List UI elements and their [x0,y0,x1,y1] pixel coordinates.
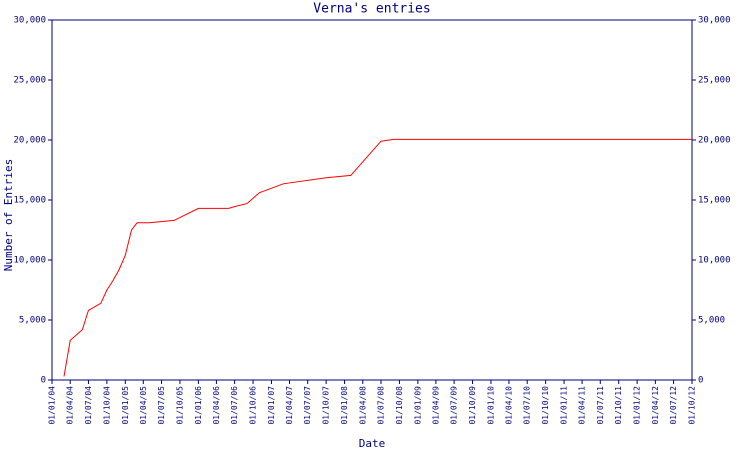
y2-tick-label: 10,000 [698,256,731,266]
x-tick-label: 01/01/12 [633,386,642,425]
y2-tick-label: 0 [698,376,703,386]
x-tick-label: 01/04/10 [504,386,513,425]
x-tick-label: 01/01/11 [560,386,569,425]
x-tick-label: 01/04/11 [578,386,587,425]
y-tick-label: 5,000 [19,316,46,326]
y2-tick-label: 5,000 [698,316,725,326]
y-tick-label: 15,000 [13,196,46,206]
x-tick-label: 01/04/05 [139,386,148,425]
x-tick-label: 01/01/05 [121,386,130,425]
x-tick-label: 01/07/07 [303,386,312,425]
chart-title: Verna's entries [313,2,430,17]
y2-tick-label: 25,000 [698,76,731,86]
y-tick-label: 10,000 [13,256,46,266]
x-tick-label: 01/07/10 [523,386,532,425]
x-tick-label: 01/10/04 [102,386,111,425]
y2-tick-label: 15,000 [698,196,731,206]
x-tick-label: 01/10/08 [395,386,404,425]
x-tick-label: 01/04/04 [66,386,75,425]
x-tick-label: 01/01/10 [486,386,495,425]
x-tick-label: 01/07/08 [377,386,386,425]
y-tick-label: 0 [41,376,46,386]
plot-frame [51,19,693,381]
x-tick-label: 01/04/12 [651,386,660,425]
x-tick-label: 01/07/11 [596,386,605,425]
x-tick-label: 01/01/08 [340,386,349,425]
x-tick-label: 01/04/07 [285,386,294,425]
x-axis-label: Date [359,437,386,450]
x-tick-label: 01/10/11 [614,386,623,425]
x-tick-label: 01/07/05 [157,386,166,425]
x-tick-label: 01/07/04 [84,386,93,425]
y-tick-label: 25,000 [13,76,46,86]
y-tick-label: 20,000 [13,136,46,146]
x-tick-label: 01/01/04 [48,386,57,425]
x-tick-label: 01/10/07 [322,386,331,425]
y2-tick-label: 20,000 [698,136,731,146]
x-tick-label: 01/01/09 [413,386,422,425]
x-tick-label: 01/01/07 [267,386,276,425]
y2-tick-label: 30,000 [698,16,731,26]
x-tick-label: 01/10/05 [175,386,184,425]
x-tick-label: 01/04/09 [431,386,440,425]
x-tick-label: 01/07/12 [669,386,678,425]
x-tick-label: 01/07/06 [230,386,239,425]
x-tick-label: 01/10/09 [468,386,477,425]
x-tick-label: 01/01/06 [194,386,203,425]
x-tick-label: 01/04/06 [212,386,221,425]
x-tick-label: 01/10/12 [688,386,697,425]
y-tick-label: 30,000 [13,16,46,26]
y-axis-label: Number of Entries [2,159,15,272]
x-tick-label: 01/10/06 [249,386,258,425]
data-line [63,138,692,377]
x-tick-label: 01/10/10 [541,386,550,425]
x-tick-label: 01/04/08 [358,386,367,425]
x-tick-label: 01/07/09 [450,386,459,425]
